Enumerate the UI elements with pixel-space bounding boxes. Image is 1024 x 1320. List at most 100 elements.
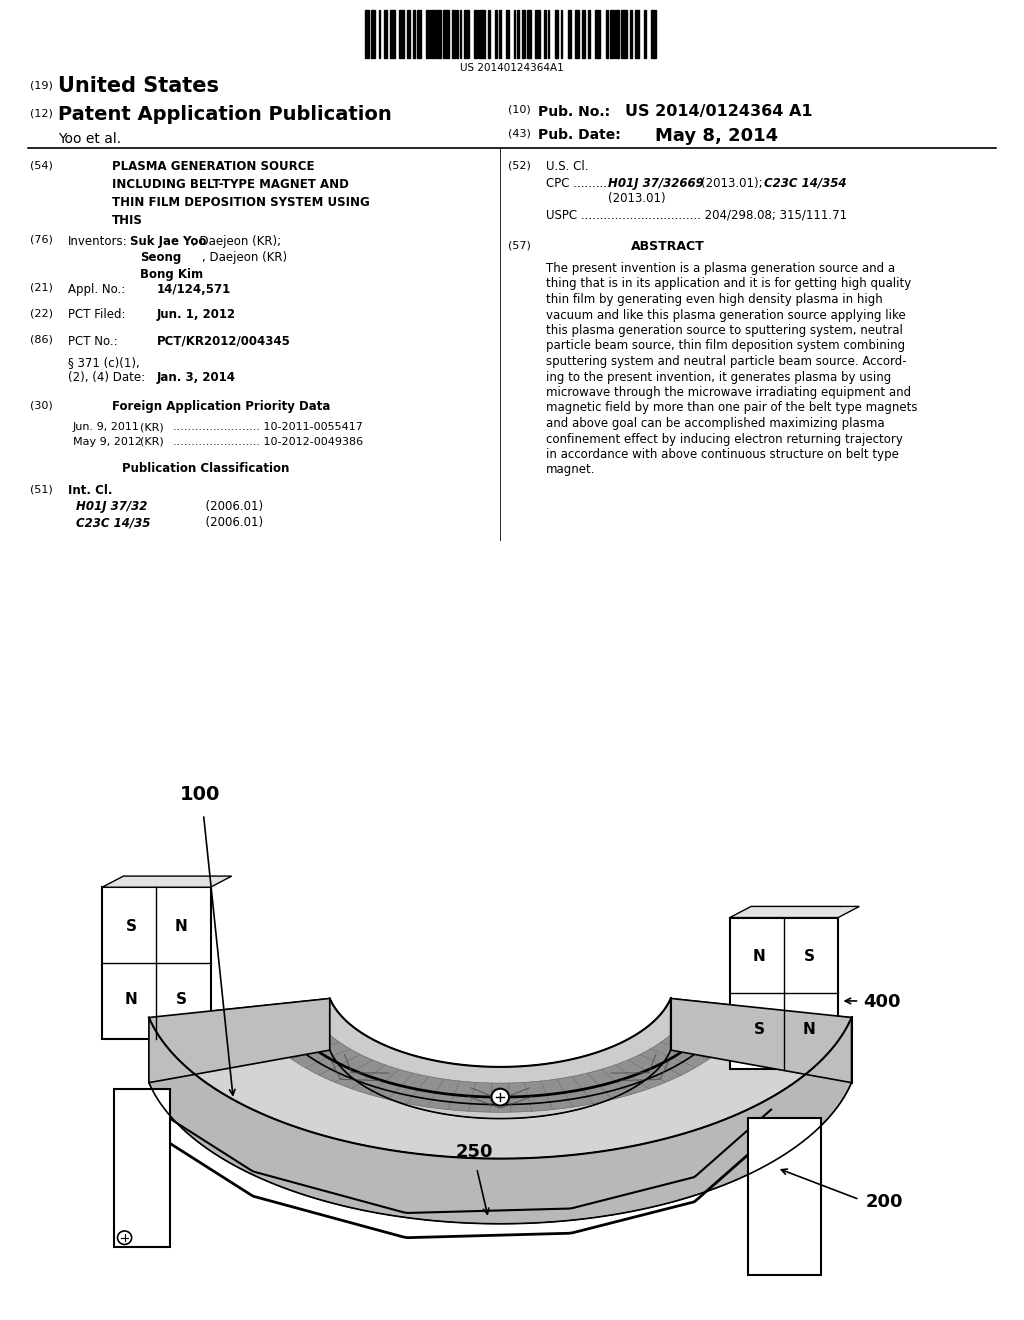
Text: (21): (21) [30, 282, 53, 293]
Text: vacuum and like this plasma generation source applying like: vacuum and like this plasma generation s… [546, 309, 906, 322]
Text: N: N [175, 919, 187, 935]
Text: (76): (76) [30, 235, 53, 246]
Text: particle beam source, thin film deposition system combining: particle beam source, thin film depositi… [546, 339, 905, 352]
Circle shape [118, 1232, 132, 1245]
Text: and above goal can be accomplished maximizing plasma: and above goal can be accomplished maxim… [546, 417, 885, 430]
Bar [474, 11, 478, 58]
Text: PCT Filed:: PCT Filed: [68, 308, 126, 321]
Bar [426, 11, 429, 58]
Circle shape [492, 1089, 509, 1106]
Bar [651, 11, 656, 58]
Bar [606, 11, 608, 58]
Text: N: N [803, 1022, 815, 1038]
Text: ing to the present invention, it generates plasma by using: ing to the present invention, it generat… [546, 371, 891, 384]
Text: PCT/KR2012/004345: PCT/KR2012/004345 [157, 335, 291, 348]
Bar [460, 11, 461, 58]
Bar [384, 11, 387, 58]
Text: magnetic field by more than one pair of the belt type magnets: magnetic field by more than one pair of … [546, 401, 918, 414]
Text: PLASMA GENERATION SOURCE
INCLUDING BELT-TYPE MAGNET AND
THIN FILM DEPOSITION SYS: PLASMA GENERATION SOURCE INCLUDING BELT-… [112, 160, 370, 227]
Bar [630, 11, 632, 58]
Text: (52): (52) [508, 160, 530, 170]
Text: S: S [804, 949, 814, 965]
Bar [413, 11, 415, 58]
Text: (30): (30) [30, 400, 53, 411]
Bar [555, 11, 558, 58]
Bar [544, 11, 546, 58]
Text: 100: 100 [180, 784, 220, 804]
Bar [527, 11, 531, 58]
Text: Pub. No.:: Pub. No.: [538, 106, 610, 119]
Text: C23C 14/354: C23C 14/354 [764, 177, 847, 190]
Text: Pub. Date:: Pub. Date: [538, 128, 621, 143]
Bar [372, 11, 375, 58]
Text: US 20140124364A1: US 20140124364A1 [460, 63, 564, 73]
Text: (2013.01): (2013.01) [608, 191, 666, 205]
Polygon shape [671, 998, 852, 1082]
Bar [748, 1118, 820, 1275]
Text: May 8, 2014: May 8, 2014 [655, 127, 778, 145]
Text: Jan. 3, 2014: Jan. 3, 2014 [157, 371, 236, 384]
Bar [430, 11, 434, 58]
Text: confinement effect by inducing electron returning trajectory: confinement effect by inducing electron … [546, 433, 903, 446]
Text: (10): (10) [508, 106, 530, 115]
Bar [615, 11, 618, 58]
Bar [644, 11, 646, 58]
Bar [548, 11, 549, 58]
Bar [636, 11, 639, 58]
Text: (43): (43) [508, 128, 530, 139]
Bar [407, 11, 411, 58]
Bar [453, 11, 455, 58]
Text: (2), (4) Date:: (2), (4) Date: [68, 371, 145, 384]
Bar [495, 11, 497, 58]
Text: (57): (57) [508, 240, 530, 249]
Bar [457, 11, 458, 58]
Text: (51): (51) [30, 484, 53, 494]
Text: (2006.01): (2006.01) [168, 500, 263, 513]
Text: 400: 400 [863, 993, 900, 1011]
Text: United States: United States [58, 77, 219, 96]
Text: this plasma generation source to sputtering system, neutral: this plasma generation source to sputter… [546, 323, 903, 337]
Text: Seong
Bong Kim: Seong Bong Kim [140, 251, 203, 281]
Text: Jun. 9, 2011: Jun. 9, 2011 [73, 422, 140, 432]
Bar [499, 11, 501, 58]
Text: USPC ................................ 204/298.08; 315/111.71: USPC ................................ 20… [546, 209, 847, 222]
Text: PCT No.:: PCT No.: [68, 335, 118, 348]
Polygon shape [330, 998, 671, 1118]
Text: Patent Application Publication: Patent Application Publication [58, 106, 392, 124]
Text: 14/124,571: 14/124,571 [157, 282, 231, 296]
Text: sputtering system and neutral particle beam source. Accord-: sputtering system and neutral particle b… [546, 355, 906, 368]
Bar [589, 11, 590, 58]
Text: Publication Classification: Publication Classification [122, 462, 290, 475]
Text: 250: 250 [456, 1143, 493, 1160]
Text: Suk Jae Yoo: Suk Jae Yoo [130, 235, 207, 248]
Bar [379, 11, 380, 58]
Bar [417, 11, 421, 58]
Bar [443, 11, 449, 58]
Bar [114, 1089, 170, 1246]
Bar [574, 11, 579, 58]
Text: Yoo et al.: Yoo et al. [58, 132, 121, 147]
Text: (12): (12) [30, 108, 53, 117]
Text: (19): (19) [30, 81, 53, 90]
Text: N: N [753, 949, 766, 965]
Text: (2006.01): (2006.01) [168, 516, 263, 529]
Polygon shape [249, 1006, 752, 1113]
Bar [390, 11, 395, 58]
Text: CPC .........: CPC ......... [546, 177, 607, 190]
Text: S: S [176, 991, 186, 1007]
Text: US 2014/0124364 A1: US 2014/0124364 A1 [625, 104, 812, 119]
Text: ........................ 10-2012-0049386: ........................ 10-2012-0049386 [173, 437, 364, 447]
Text: C23C 14/35: C23C 14/35 [76, 516, 151, 529]
Text: in accordance with above continuous structure on belt type: in accordance with above continuous stru… [546, 447, 899, 461]
Bar [535, 11, 540, 58]
Text: H01J 37/32669: H01J 37/32669 [608, 177, 703, 190]
Text: N: N [125, 991, 138, 1007]
Bar [583, 11, 585, 58]
Text: S: S [754, 1022, 765, 1038]
Bar [506, 11, 509, 58]
Text: May 9, 2012: May 9, 2012 [73, 437, 142, 447]
Polygon shape [730, 907, 859, 917]
Text: (86): (86) [30, 335, 53, 345]
Text: microwave through the microwave irradiating equipment and: microwave through the microwave irradiat… [546, 385, 911, 399]
Bar [561, 11, 562, 58]
